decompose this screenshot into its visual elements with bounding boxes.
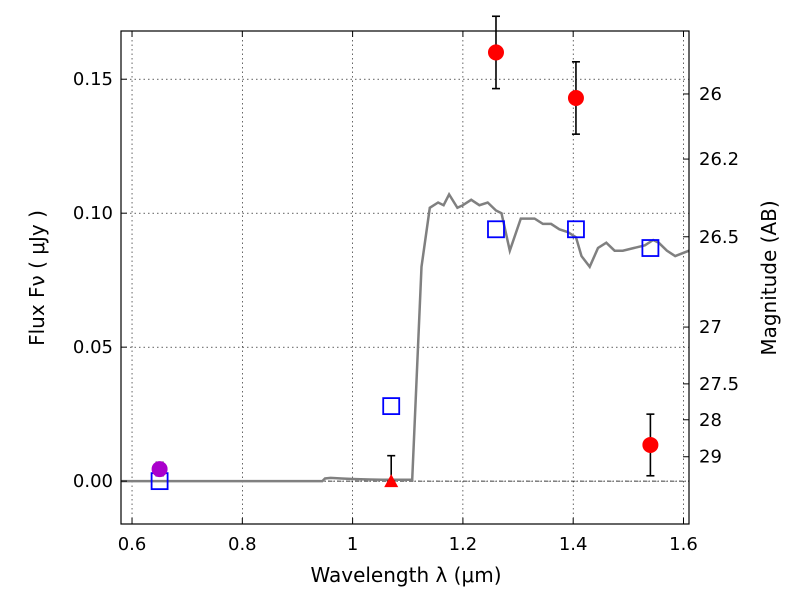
tick-marks	[121, 31, 689, 524]
y2-axis-title: Magnitude (AB)	[757, 200, 781, 355]
data-points-layer	[150, 15, 660, 491]
model-sed-layer	[121, 191, 690, 483]
flux-point	[151, 461, 168, 478]
plot-frame	[120, 30, 690, 525]
y2-tick-label: 28	[699, 410, 722, 431]
grid-lines	[121, 31, 689, 524]
y-tick-label: 0.10	[73, 203, 113, 224]
photometry-square	[487, 220, 505, 239]
flux-point	[642, 436, 659, 453]
photometry-square	[567, 220, 585, 239]
x-tick-label: 1.4	[559, 534, 588, 555]
photometry-square	[641, 239, 660, 257]
x-axis-title: Wavelength λ (μm)	[310, 563, 501, 587]
y2-tick-label: 26.2	[699, 149, 739, 170]
y-tick-label: 0.15	[73, 69, 113, 90]
x-tick-label: 1	[347, 534, 358, 555]
y-tick-label: 0.00	[73, 471, 113, 492]
x-tick-labels: 0.6 0.8 1 1.2 1.4 1.6	[118, 534, 698, 555]
x-tick-label: 0.6	[118, 534, 147, 555]
y2-tick-label: 26	[699, 84, 722, 105]
flux-point	[567, 89, 584, 106]
flux-point	[487, 44, 504, 61]
x-tick-label: 1.2	[449, 534, 478, 555]
upper-limit-point	[384, 474, 399, 488]
y-tick-label: 0.05	[73, 337, 113, 358]
y2-tick-label: 27.5	[699, 374, 739, 395]
x-tick-label: 0.8	[228, 534, 257, 555]
y2-tick-labels: 26 26.2 26.5 27 27.5 28 29	[699, 84, 739, 468]
y2-tick-label: 27	[699, 317, 722, 338]
x-tick-label: 1.6	[669, 534, 698, 555]
y-tick-labels: 0.00 0.05 0.10 0.15	[73, 69, 113, 492]
model-sed-line	[121, 191, 690, 483]
y2-tick-label: 26.5	[699, 227, 739, 248]
y2-tick-label: 29	[699, 447, 722, 468]
photometry-square	[382, 397, 401, 416]
y-axis-title: Flux Fν ( μJy )	[25, 210, 49, 346]
